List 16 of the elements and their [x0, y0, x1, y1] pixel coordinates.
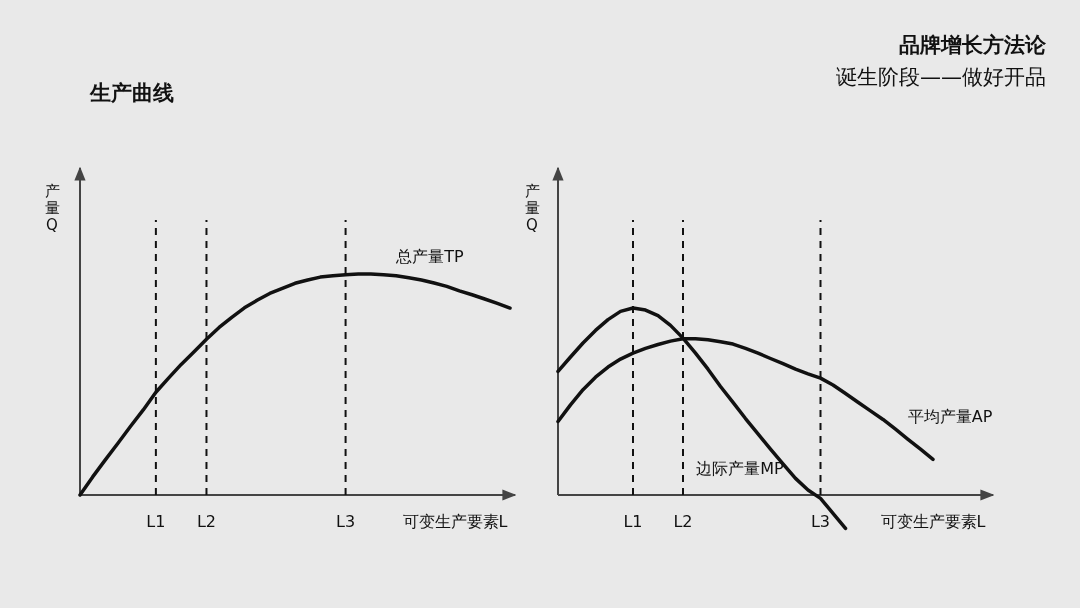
x-axis-title: 可变生产要素L [880, 512, 986, 531]
x-tick-label: L2 [673, 512, 693, 531]
y-axis-title: 产量Q [44, 182, 60, 234]
chart-subtitle: 诞生阶段——做好开品 [836, 65, 1046, 89]
chart-title: 品牌增长方法论 [899, 33, 1047, 57]
chart-title: 生产曲线 [89, 81, 174, 105]
y-axis-title: 产量Q [524, 182, 540, 234]
x-tick-label: L3 [810, 512, 831, 531]
series-label: 平均产量AP [907, 407, 993, 426]
x-axis-title: 可变生产要素L [402, 512, 508, 531]
x-tick-label: L3 [336, 512, 356, 531]
x-tick-label: L1 [623, 512, 643, 531]
x-tick-label: L2 [196, 512, 217, 531]
series-label: 边际产量MP [696, 459, 785, 478]
x-tick-label: L1 [146, 512, 166, 531]
series-label: 总产量TP [395, 247, 465, 266]
